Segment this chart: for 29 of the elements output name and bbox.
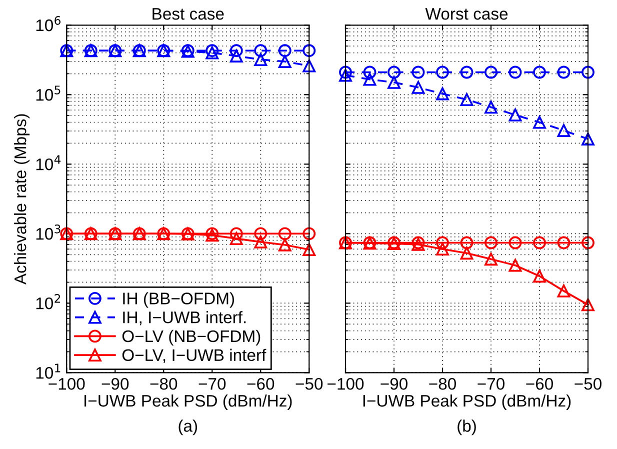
legend-label: IH (BB−OFDM)	[123, 292, 234, 308]
x-tick-label: −50	[296, 378, 323, 390]
y-tick-label: 10$^{6}$	[36, 16, 60, 32]
x-tick-label: −80	[429, 378, 456, 390]
x-tick-label: −100	[328, 378, 364, 390]
x-tick-label: −80	[150, 378, 178, 390]
y-tick-label: 10$^{1}$	[36, 364, 60, 379]
x-tick-label: −50	[574, 378, 602, 390]
x-tick-label: −90	[380, 378, 408, 390]
y-axis-title: Achievable rate (Mbps)	[14, 114, 30, 285]
x-axis-title: I−UWB Peak PSD (dBm/Hz)	[363, 394, 571, 410]
y-tick-label: 10$^{3}$	[36, 224, 60, 240]
x-tick-label: −70	[478, 378, 504, 390]
x-tick-label: −70	[198, 378, 226, 390]
legend-label: O−LV, I−UWB interf	[122, 348, 266, 364]
x-tick-label: −100	[48, 378, 85, 390]
text: (a)	[178, 420, 198, 436]
text: (b)	[458, 420, 476, 436]
y-tick-label: 10$^{2}$	[36, 294, 60, 310]
legend-label: IH, I−UWB interf.	[123, 311, 246, 326]
x-tick-label: −90	[102, 378, 129, 390]
y-tick-label: 10$^{4}$	[36, 155, 61, 170]
y-tick-label: 10$^{5}$	[36, 86, 60, 101]
chart-title: Worst case	[425, 8, 508, 20]
x-axis-title: I−UWB Peak PSD (dBm/Hz)	[84, 394, 292, 410]
x-tick-label: −60	[247, 378, 274, 390]
legend-label: O−LV (NB−OFDM)	[122, 330, 260, 346]
x-tick-label: −60	[526, 378, 553, 390]
chart-title: Best case	[152, 8, 224, 20]
